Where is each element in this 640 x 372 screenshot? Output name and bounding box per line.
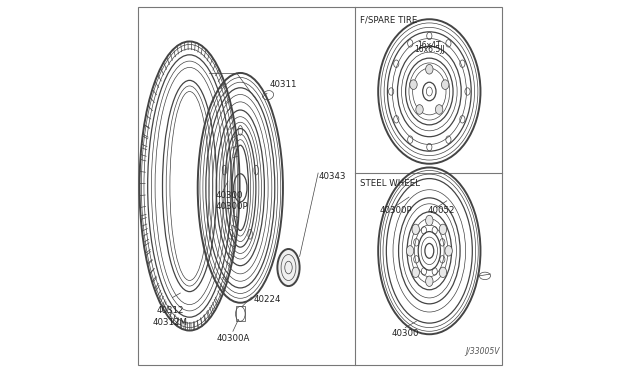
Ellipse shape: [426, 64, 433, 74]
Ellipse shape: [416, 105, 423, 114]
Text: 40300P: 40300P: [380, 206, 412, 215]
Text: 40300A: 40300A: [216, 334, 250, 343]
Ellipse shape: [277, 249, 300, 286]
Text: 40312
40312M: 40312 40312M: [152, 307, 188, 327]
Text: 40343: 40343: [318, 172, 346, 181]
Ellipse shape: [442, 80, 449, 89]
Ellipse shape: [439, 267, 447, 278]
Text: 40224: 40224: [253, 295, 281, 304]
Text: 40311: 40311: [270, 80, 298, 89]
Ellipse shape: [412, 224, 419, 235]
Ellipse shape: [439, 224, 447, 235]
Text: 40300
40300P: 40300 40300P: [216, 191, 248, 211]
Ellipse shape: [410, 80, 417, 89]
Ellipse shape: [435, 105, 443, 114]
Text: 40052: 40052: [428, 206, 455, 215]
Text: F/SPARE TIRE: F/SPARE TIRE: [360, 16, 417, 25]
Ellipse shape: [406, 246, 414, 256]
Text: 16x6.5JJ: 16x6.5JJ: [414, 45, 445, 54]
Ellipse shape: [412, 267, 419, 278]
Text: STEEL WHEEL: STEEL WHEEL: [360, 179, 420, 187]
Text: 16x4T: 16x4T: [417, 41, 441, 51]
Text: J/33005V: J/33005V: [465, 347, 500, 356]
Ellipse shape: [445, 246, 452, 256]
Text: 40300: 40300: [392, 330, 419, 339]
Ellipse shape: [426, 215, 433, 226]
Ellipse shape: [426, 276, 433, 286]
